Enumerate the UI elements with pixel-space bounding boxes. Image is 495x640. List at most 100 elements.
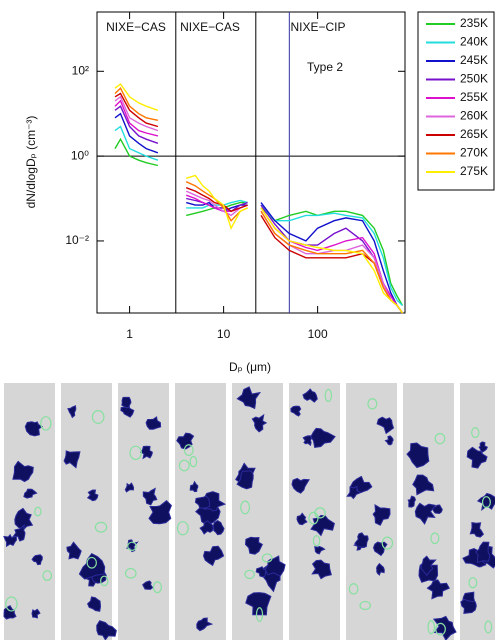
ice-particle <box>375 562 385 576</box>
ice-particle <box>432 504 443 515</box>
ice-particle <box>31 554 43 566</box>
ice-particle <box>478 441 489 453</box>
series-line <box>114 99 404 314</box>
droplet <box>381 536 394 550</box>
ice-particle <box>124 482 134 493</box>
ice-particle <box>86 596 102 612</box>
ice-particle <box>67 405 77 419</box>
ice-particle <box>96 620 117 640</box>
droplet <box>94 521 108 533</box>
droplet <box>324 388 333 403</box>
annotation: NIXE−CAS <box>180 20 240 34</box>
legend-label: 270K <box>460 146 488 160</box>
droplet <box>178 459 190 472</box>
ice-particle <box>372 541 388 557</box>
x-tick-label: 10 <box>217 327 231 341</box>
droplet <box>427 619 436 635</box>
ice-particle <box>376 416 395 435</box>
ice-particle <box>63 450 81 469</box>
legend-label: 240K <box>460 35 488 49</box>
droplet <box>127 541 137 551</box>
ice-particle <box>346 485 362 500</box>
ice-particle <box>236 470 254 490</box>
droplet <box>124 567 137 579</box>
droplet <box>100 575 109 587</box>
image-strip <box>4 383 55 640</box>
ice-particle <box>78 552 106 580</box>
ice-particle <box>475 541 491 564</box>
ice-particle <box>121 396 132 409</box>
droplet <box>152 581 162 594</box>
ice-particle <box>196 617 214 632</box>
ice-particle <box>202 545 225 567</box>
droplet <box>86 556 97 569</box>
plot-frame <box>96 11 406 314</box>
ice-particle <box>426 579 451 600</box>
series-line <box>114 83 404 314</box>
x-axis-label: Dₚ (μm) <box>229 360 271 374</box>
droplet <box>244 569 255 580</box>
droplet <box>183 444 194 456</box>
droplet <box>468 577 478 589</box>
ice-particle <box>23 488 38 499</box>
droplet <box>129 445 142 460</box>
droplet <box>359 600 371 611</box>
ice-particle <box>412 474 435 496</box>
ice-particle <box>302 388 318 403</box>
droplet <box>34 506 42 517</box>
ice-particle <box>236 386 262 410</box>
ice-particle <box>384 435 394 446</box>
ice-particle <box>290 405 302 417</box>
legend-label: 260K <box>460 109 488 123</box>
ice-particle <box>142 580 154 590</box>
ice-particle <box>466 446 488 469</box>
ice-particle <box>460 598 477 614</box>
ice-particle <box>199 520 214 535</box>
ice-particle <box>314 545 326 555</box>
ice-particle <box>291 477 310 494</box>
ice-particle <box>86 489 99 502</box>
droplet <box>434 432 446 445</box>
ice-particle <box>406 442 430 469</box>
particle-images <box>3 383 495 640</box>
droplet <box>481 496 491 509</box>
ice-particle <box>302 435 313 447</box>
ice-particle <box>148 500 172 525</box>
annotation: Type 2 <box>307 60 343 74</box>
droplet <box>5 596 18 612</box>
y-tick-label: 10² <box>72 63 89 77</box>
legend-label: 250K <box>460 72 488 86</box>
droplet <box>261 553 273 563</box>
x-tick-label: 1 <box>126 327 133 341</box>
ice-particle <box>12 460 34 483</box>
ice-particle <box>296 512 308 526</box>
series-line <box>114 112 404 314</box>
droplet <box>91 409 105 424</box>
ice-particle <box>3 533 18 548</box>
ice-particle <box>372 503 391 526</box>
image-strip <box>61 383 112 640</box>
series-line <box>114 125 403 306</box>
droplet <box>312 535 321 547</box>
legend-label: 235K <box>460 16 488 30</box>
ice-particle <box>11 524 26 542</box>
ice-particle <box>14 507 34 531</box>
y-tick-label: 10⁻² <box>65 233 89 247</box>
series-line <box>114 137 404 306</box>
droplet <box>430 532 440 545</box>
y-axis-label: dN/dlogDₚ (cm⁻³) <box>24 116 38 209</box>
droplet <box>40 416 52 431</box>
legend-label: 245K <box>460 53 488 67</box>
series-line <box>114 105 404 314</box>
droplet <box>367 398 378 410</box>
series-line <box>114 87 404 314</box>
ice-particle <box>142 487 158 506</box>
droplet <box>42 570 53 581</box>
droplet <box>189 455 198 468</box>
ice-particle <box>66 541 82 560</box>
ice-particle <box>189 480 199 493</box>
ice-particle <box>251 413 268 433</box>
droplet <box>348 583 359 595</box>
